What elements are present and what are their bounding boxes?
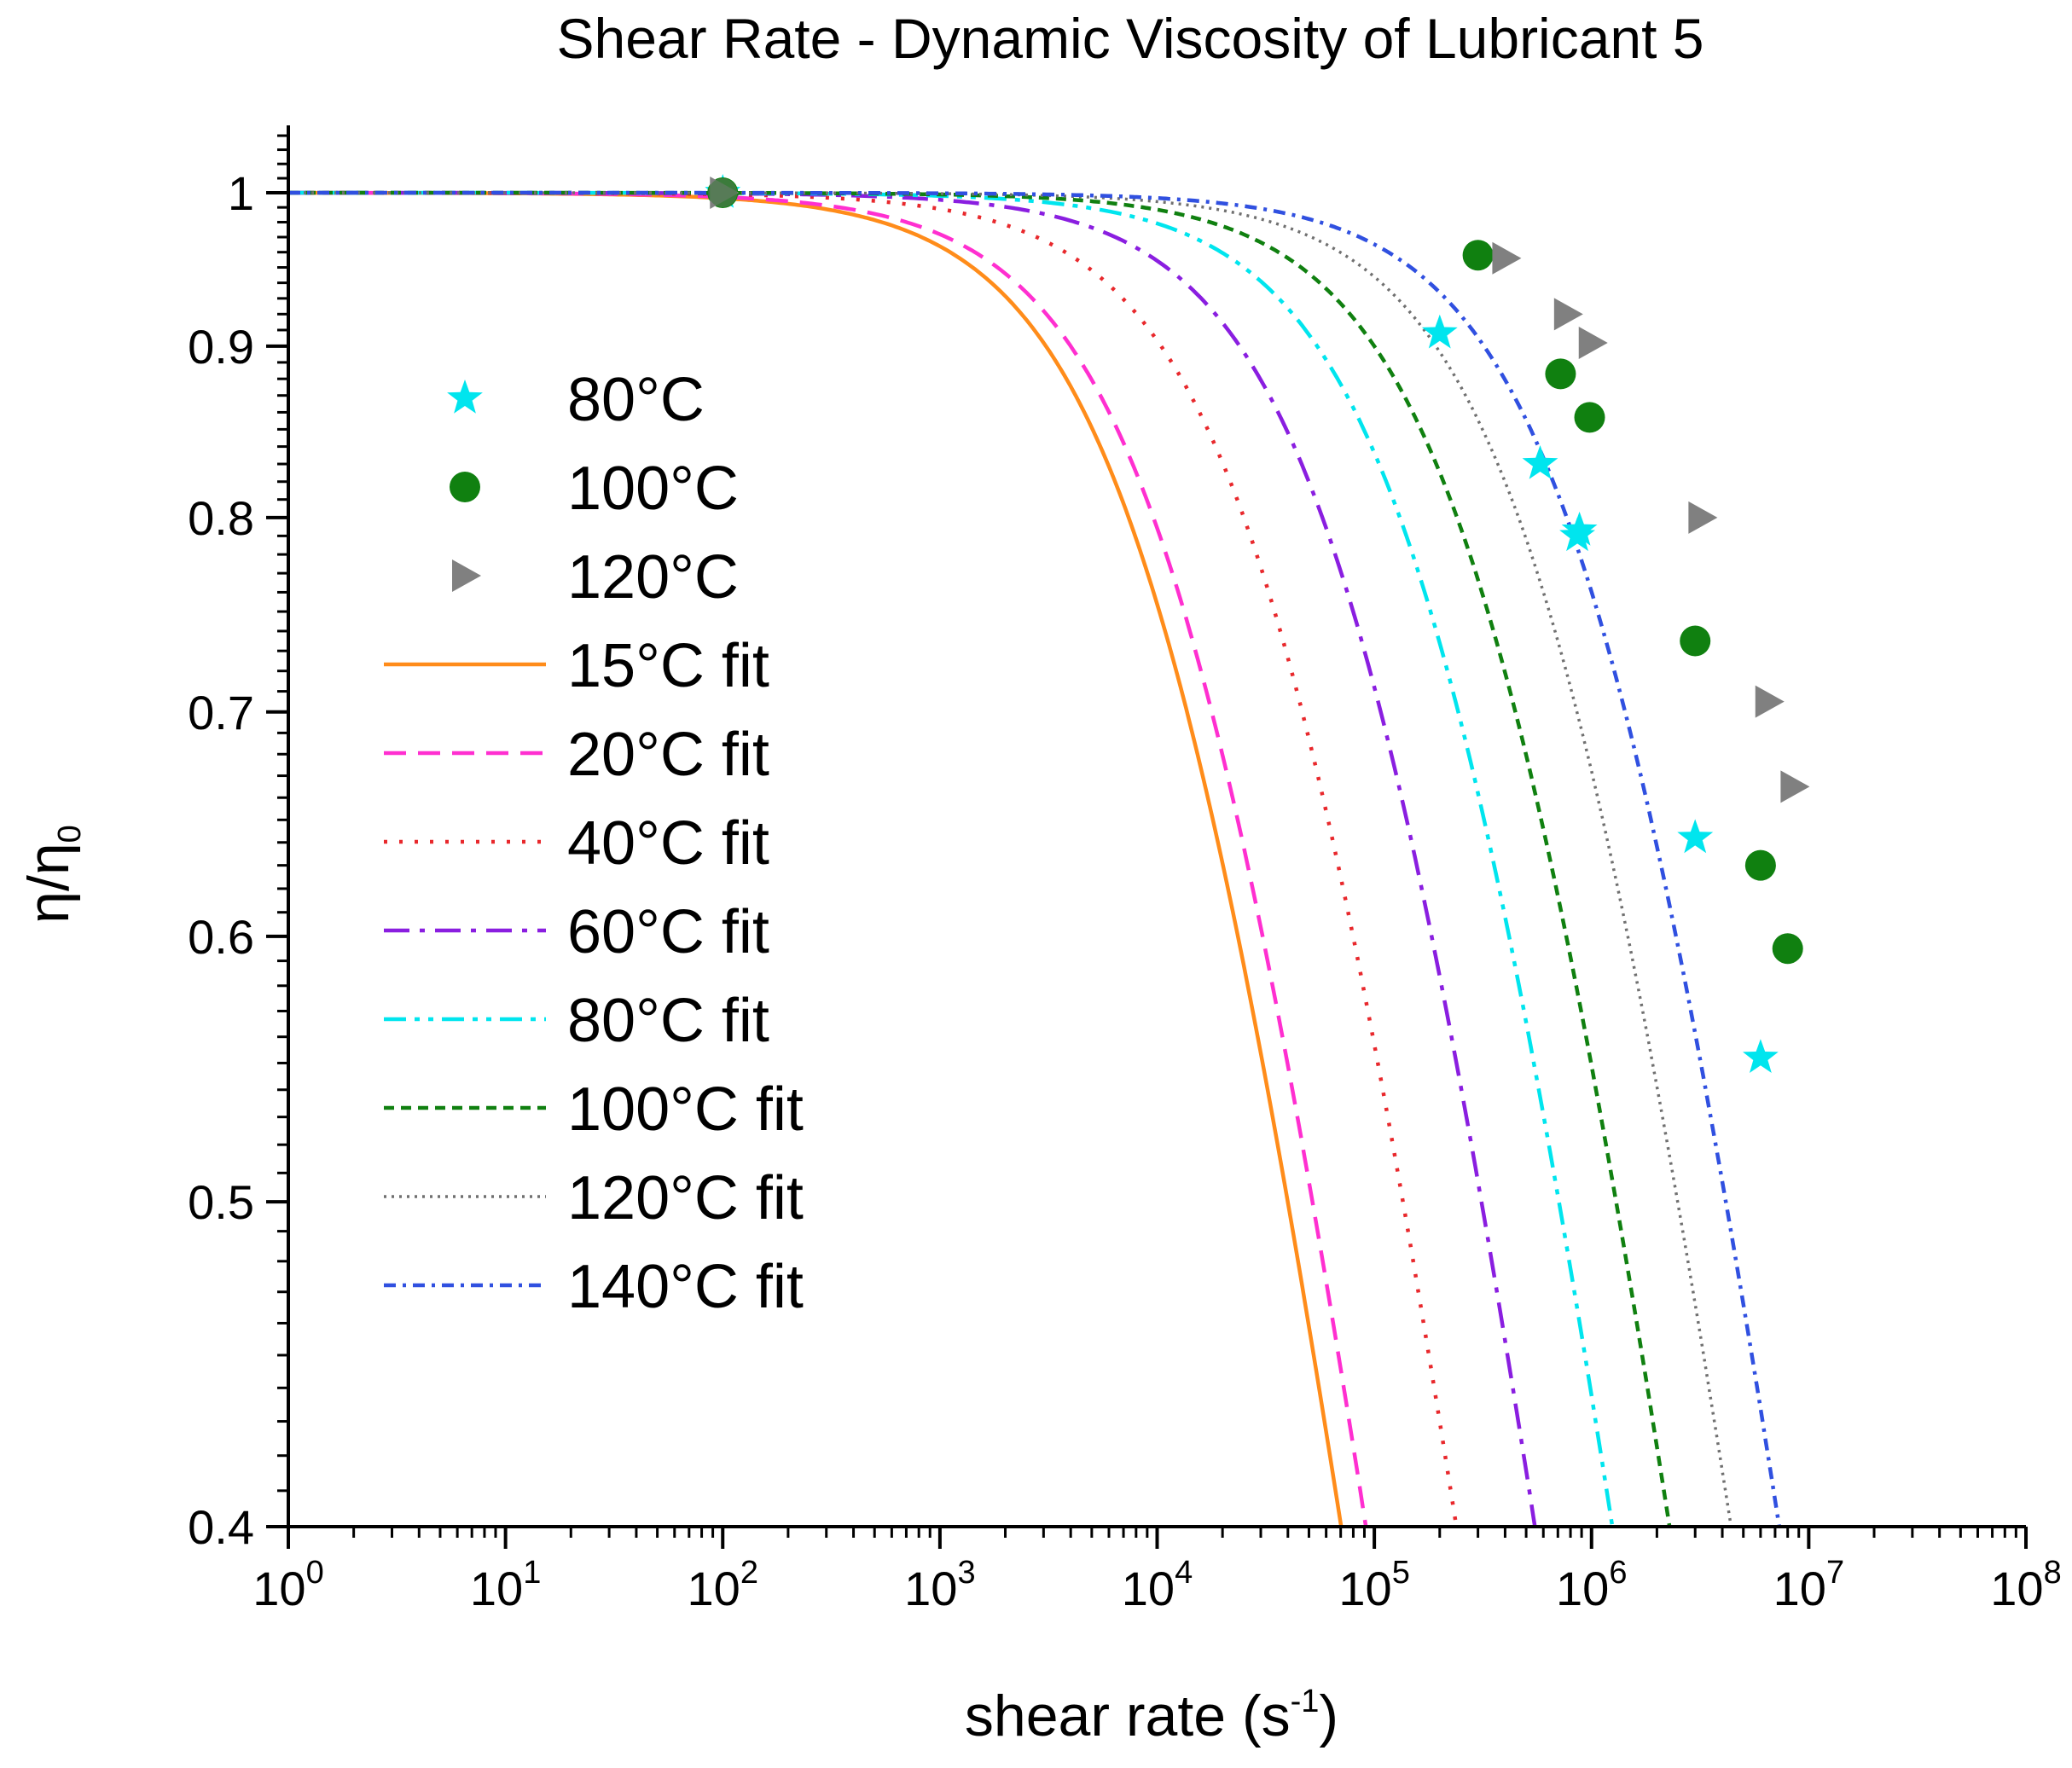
fit-line-140-c-fit [288,190,1782,1527]
axes: 100 101 102 103 104 105 106 107 108 0.4 0.5 0.6 0.7 0… [188,125,2062,1615]
data-point-100-c [1545,358,1576,390]
x-tick-label: 108 [1990,1555,2061,1615]
legend-label: 100°C [567,455,739,523]
y-tick-label: 0.4 [188,1500,254,1554]
legend-label: 120°C fit [567,1164,804,1232]
y-tick-label: 0.5 [188,1175,254,1229]
y-axis-label: η/η0 [16,825,88,924]
y-tick-label: 0.8 [188,491,254,545]
legend-label: 80°C fit [567,987,769,1055]
x-tick-label: 101 [470,1555,541,1615]
data-point-120-c [1780,770,1810,803]
legend-label: 80°C [567,366,705,434]
legend-marker [452,559,481,592]
legend-marker [450,472,480,502]
x-tick-label: 107 [1773,1555,1844,1615]
data-point-100-c [1680,625,1711,657]
y-tick-label: 0.9 [188,320,254,374]
data-point-120-c [1688,501,1718,534]
legend-label: 60°C fit [567,898,769,966]
x-tick-label: 104 [1122,1555,1193,1615]
fit-line-40-c-fit [288,190,1459,1527]
chart-title: Shear Rate - Dynamic Viscosity of Lubric… [556,7,1703,70]
fit-line-120-c-fit [288,191,1733,1527]
fit-lines [288,190,1782,1527]
x-tick-label: 103 [904,1555,975,1615]
data-point-overlap [708,178,738,207]
y-tick-label: 0.7 [188,686,254,739]
legend-marker [447,380,483,414]
y-tick-label: 0.6 [188,910,254,964]
data-point-80-c [1561,511,1598,546]
fit-line-80-c-fit [288,190,1615,1527]
data-point-80-c [1743,1039,1779,1073]
legend-label: 100°C fit [567,1075,804,1144]
legend-label: 40°C fit [567,809,769,878]
legend-label: 140°C fit [567,1253,804,1321]
legend: 80°C 100°C 120°C 15°C fit 20°C fit 40°C fit 60… [384,366,804,1321]
x-tick-label: 102 [688,1555,758,1615]
data-point-80-c [1421,314,1458,349]
x-tick-label: 105 [1338,1555,1409,1615]
fit-line-20-c-fit [288,190,1368,1527]
data-point-80-c [1677,819,1714,854]
x-tick-label: 106 [1556,1555,1627,1615]
y-tick-label: 1 [228,166,254,220]
data-point-100-c [1574,402,1605,433]
data-point-100-c [1744,849,1776,881]
x-axis-label: shear rate (s-1) [965,1684,1338,1748]
data-point-100-c [1772,933,1803,965]
legend-label: 20°C fit [567,721,769,789]
x-tick-label: 100 [252,1555,323,1615]
data-point-120-c [1492,241,1522,275]
data-point-120-c [1755,685,1785,718]
data-point-100-c [1462,240,1494,271]
data-markers [705,174,1810,1073]
legend-label: 15°C fit [567,632,769,700]
data-point-120-c [1578,327,1608,360]
data-point-80-c [1522,445,1558,479]
fit-line-15-c-fit [288,190,1344,1527]
data-point-120-c [1553,298,1583,331]
legend-label: 120°C [567,543,739,612]
